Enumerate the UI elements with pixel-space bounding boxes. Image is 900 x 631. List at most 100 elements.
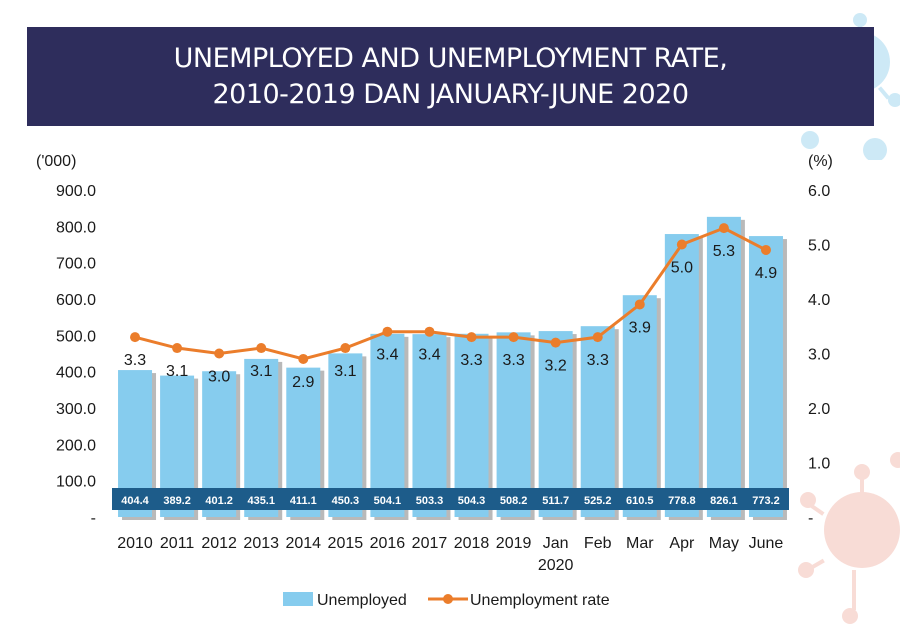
bar-value-label: 389.2 — [163, 495, 191, 507]
bar — [706, 216, 741, 517]
bar-value-label: 503.3 — [416, 495, 444, 507]
right-axis-tick-label: 2.0 — [808, 401, 830, 418]
x-category-label: Feb — [584, 535, 612, 552]
right-axis-tick-label: 3.0 — [808, 347, 830, 364]
unemployment-rate-point — [550, 337, 561, 348]
unemployment-rate-label: 3.3 — [587, 352, 609, 369]
bar — [454, 333, 489, 517]
right-axis-tick-label: - — [808, 510, 813, 527]
unemployment-rate-point — [508, 332, 519, 343]
x-category-label: 2015 — [328, 535, 364, 552]
bar-value-label: 610.5 — [626, 495, 654, 507]
unemployment-rate-label: 3.3 — [502, 352, 524, 369]
unemployment-rate-point — [382, 326, 393, 337]
unemployment-rate-point — [298, 353, 309, 364]
left-axis-tick-label: 800.0 — [56, 219, 96, 236]
unemployment-rate-label: 3.0 — [208, 369, 230, 386]
x-category-label: May — [709, 535, 739, 552]
legend-bar-swatch — [283, 592, 313, 606]
legend-line-marker — [443, 594, 453, 604]
unemployment-rate-label: 3.4 — [418, 347, 440, 364]
bar-value-label: 504.3 — [458, 495, 486, 507]
x-category-label: 2013 — [243, 535, 279, 552]
bar-value-label: 504.1 — [374, 495, 402, 507]
unemployment-rate-label: 3.3 — [460, 352, 482, 369]
unemployment-rate-label: 3.4 — [376, 347, 398, 364]
bar-value-label: 401.2 — [205, 495, 233, 507]
title-banner: UNEMPLOYED AND UNEMPLOYMENT RATE, 2010-2… — [27, 27, 874, 126]
x-category-label: 2020 — [538, 557, 574, 574]
unemployment-rate-point — [172, 343, 183, 354]
unemployment-rate-label: 4.9 — [755, 265, 777, 282]
unemployment-rate-point — [466, 332, 477, 343]
bar-value-label: 773.2 — [752, 495, 780, 507]
bar — [664, 234, 699, 517]
right-axis-unit-label: (%) — [808, 153, 833, 170]
unemployment-rate-point — [592, 332, 603, 343]
right-axis-tick-label: 6.0 — [808, 183, 830, 200]
legend-rate-label: Unemployment rate — [470, 592, 610, 609]
unemployment-rate-point — [214, 348, 225, 359]
left-axis-tick-label: 900.0 — [56, 183, 96, 200]
bar — [412, 334, 447, 517]
bar — [622, 295, 657, 517]
unemployment-rate-point — [256, 343, 267, 354]
x-category-label: 2011 — [160, 535, 195, 552]
right-axis-tick-label: 1.0 — [808, 456, 830, 473]
unemployment-rate-label: 2.9 — [292, 374, 314, 391]
bar-value-label: 435.1 — [247, 495, 275, 507]
legend-unemployed-label: Unemployed — [317, 592, 407, 609]
bar — [580, 326, 615, 517]
left-axis-tick-label: 700.0 — [56, 256, 96, 273]
left-axis-tick-label: 200.0 — [56, 437, 96, 454]
unemployment-rate-line — [134, 226, 767, 361]
unemployment-rate-point — [424, 326, 435, 337]
x-category-label: Mar — [626, 535, 654, 552]
bar-value-label: 511.7 — [542, 495, 569, 507]
unemployment-rate-label: 3.2 — [545, 358, 567, 375]
x-category-label: 2017 — [412, 535, 448, 552]
left-axis-tick-label: - — [91, 510, 96, 527]
x-category-label: 2014 — [285, 535, 321, 552]
bar-value-label: 508.2 — [500, 495, 528, 507]
left-axis-tick-label: 100.0 — [56, 474, 96, 491]
bar — [538, 331, 573, 517]
left-axis-tick-label: 300.0 — [56, 401, 96, 418]
x-category-label: 2012 — [201, 535, 237, 552]
unemployment-rate-label: 3.3 — [124, 352, 146, 369]
bar-value-label: 404.4 — [121, 495, 149, 507]
chart-title-line-1: UNEMPLOYED AND UNEMPLOYMENT RATE, — [173, 42, 728, 74]
x-category-label: 2019 — [496, 535, 532, 552]
x-category-label: 2018 — [454, 535, 490, 552]
unemployment-rate-label: 5.0 — [671, 260, 693, 277]
bar-value-label: 525.2 — [584, 495, 612, 507]
left-axis-tick-label: 400.0 — [56, 365, 96, 382]
x-category-label: Jan — [543, 535, 569, 552]
x-category-label: 2016 — [370, 535, 406, 552]
virus-decoration-bottom-right — [790, 420, 900, 626]
unemployment-rate-label: 5.3 — [713, 243, 735, 260]
bar-value-band — [112, 488, 789, 510]
bar-value-label: 778.8 — [668, 495, 696, 507]
x-category-label: June — [749, 535, 784, 552]
unemployment-rate-label: 3.9 — [629, 319, 651, 336]
chart-title-line-2: 2010-2019 DAN JANUARY-JUNE 2020 — [212, 78, 689, 110]
bar — [748, 236, 783, 517]
bar-value-label: 826.1 — [710, 495, 738, 507]
left-axis-tick-label: 500.0 — [56, 328, 96, 345]
unemployment-rate-label: 3.1 — [166, 363, 188, 380]
bar-value-label: 450.3 — [332, 495, 360, 507]
x-category-label: Apr — [669, 535, 695, 552]
unemployment-rate-point — [760, 244, 771, 255]
bar — [496, 332, 531, 517]
bar-value-label: 411.1 — [290, 495, 317, 507]
unemployment-rate-label: 3.1 — [334, 363, 356, 380]
unemployment-rate-point — [718, 223, 729, 234]
unemployment-rate-point — [676, 239, 687, 250]
unemployment-rate-point — [340, 343, 351, 354]
bar — [370, 333, 405, 517]
unemployment-rate-point — [130, 332, 141, 343]
left-axis-unit-label: ('000) — [36, 153, 76, 170]
x-category-label: 2010 — [117, 535, 153, 552]
